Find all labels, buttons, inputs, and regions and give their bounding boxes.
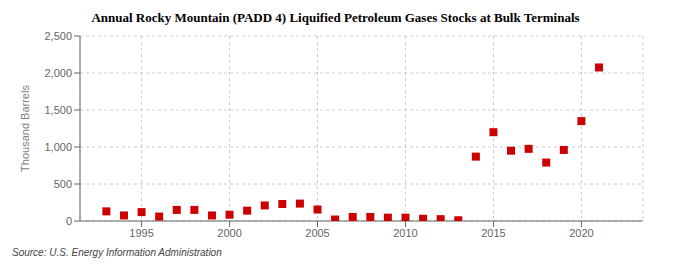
svg-text:1,500: 1,500 (44, 104, 72, 116)
svg-text:2020: 2020 (569, 227, 593, 239)
svg-text:2010: 2010 (393, 227, 417, 239)
svg-text:1995: 1995 (129, 227, 153, 239)
svg-text:2,000: 2,000 (44, 67, 72, 79)
svg-text:2000: 2000 (217, 227, 241, 239)
svg-text:500: 500 (54, 178, 72, 190)
html-text:Source: U.S. Energy Informatio: Source: U.S. Energy Information Administ… (12, 247, 222, 258)
html-text:Annual Rocky Mountain (PADD 4): Annual Rocky Mountain (PADD 4) Liquified… (91, 10, 580, 25)
svg-text:1,000: 1,000 (44, 141, 72, 153)
svg-text:2005: 2005 (305, 227, 329, 239)
svg-text:Thousand Barrels: Thousand Barrels (19, 85, 31, 172)
svg-text:2015: 2015 (481, 227, 505, 239)
svg-text:0: 0 (66, 215, 72, 227)
svg-text:2,500: 2,500 (44, 30, 72, 42)
